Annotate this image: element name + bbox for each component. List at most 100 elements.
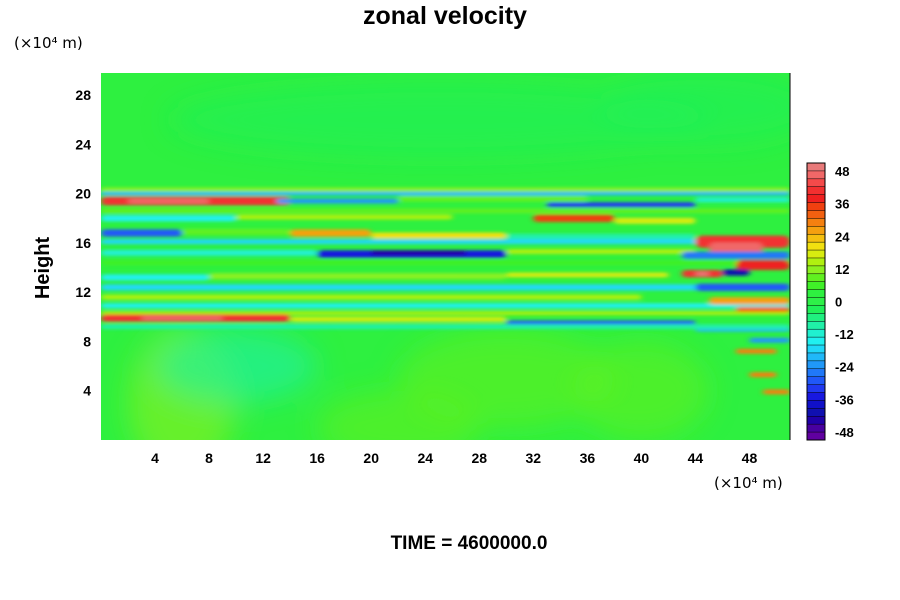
velocity-band [101,324,790,330]
colorbar-tick-label: 12 [835,262,849,277]
y-tick-label: 12 [75,284,91,300]
velocity-band [735,260,790,271]
colorbar-swatch [807,313,825,322]
y-tick-label: 24 [75,136,91,152]
x-tick-label: 4 [151,450,159,466]
x-tick-label: 36 [580,450,596,466]
velocity-band [101,215,237,222]
x-tick-label: 8 [205,450,213,466]
velocity-band [101,249,318,256]
velocity-band [762,389,790,395]
colorbar-swatch [807,368,825,377]
x-tick-label: 48 [742,450,758,466]
velocity-band [101,229,183,237]
velocity-band [722,269,750,276]
x-tick-label: 16 [309,450,325,466]
colorbar-swatch [807,281,825,290]
colorbar-swatch [807,424,825,433]
velocity-band [735,306,790,312]
colorbar-tick-label: -36 [835,392,854,407]
colorbar-tick-label: 24 [835,229,850,244]
y-tick-label: 16 [75,235,91,251]
colorbar-swatch [807,305,825,314]
colorbar-tick-label: 0 [835,295,842,310]
colorbar-swatch [807,250,825,259]
time-footer: TIME = 4600000.0 [391,533,548,554]
velocity-band [101,208,790,214]
velocity-band [101,191,790,196]
velocity-band [735,348,777,354]
colorbar-swatch [807,194,825,203]
colorbar-swatch [807,432,825,441]
velocity-band [398,195,588,202]
colorbar-swatch [807,297,825,306]
y-tick-label: 20 [75,186,91,202]
velocity-band [749,337,790,343]
velocity-band [101,274,210,281]
velocity-band [101,187,790,193]
colorbar-swatch [807,337,825,346]
y-tick-label: 8 [83,333,91,349]
velocity-band [371,232,507,239]
chart-title: zonal velocity [363,2,527,30]
velocity-band [695,283,790,291]
velocity-band [546,202,696,208]
colorbar-swatch [807,202,825,211]
y-tick-label: 4 [83,383,91,399]
colorbar-swatch [807,329,825,338]
velocity-band [681,251,790,259]
velocity-band [506,233,696,240]
colorbar-swatch [807,163,825,172]
velocity-band [101,303,790,309]
colorbar-swatch [807,400,825,409]
x-tick-label: 12 [255,450,271,466]
colorbar-tick-label: -24 [835,360,855,375]
colorbar-swatch [807,186,825,195]
velocity-band [128,198,210,204]
x-tick-label: 32 [526,450,542,466]
velocity-band [209,273,507,280]
x-tick-label: 40 [634,450,650,466]
velocity-band [290,316,507,322]
colorbar-swatch [807,408,825,417]
velocity-band [101,311,790,315]
colorbar-tick-label: 48 [835,164,849,179]
colorbar-swatch [807,234,825,243]
velocity-band [101,239,790,245]
velocity-band [101,294,642,300]
velocity-band [695,197,790,203]
velocity-band [695,271,709,276]
colorbar [806,162,826,441]
colorbar-swatch [807,218,825,227]
colorbar-swatch [807,242,825,251]
colorbar-swatch [807,392,825,401]
x-tick-label: 20 [363,450,379,466]
colorbar-swatch [807,273,825,283]
colorbar-swatch [807,257,825,267]
y-axis-label: Height [32,237,54,300]
x-tick-label: 24 [417,450,433,466]
colorbar-swatch [807,384,825,393]
x-tick-label: 28 [471,450,487,466]
colorbar-swatch [807,376,825,385]
colorbar-swatch [807,360,825,370]
velocity-band [614,217,696,224]
velocity-band [101,284,790,291]
colorbar-swatch [807,226,825,235]
velocity-band [506,272,669,278]
colorbar-swatch [807,170,825,180]
velocity-field [101,73,790,440]
velocity-band [708,297,790,305]
colorbar-swatch [807,210,825,219]
colorbar-swatch [807,265,825,275]
colorbar-swatch [807,321,825,330]
velocity-band [101,260,790,266]
x-tick-label: 44 [688,450,704,466]
colorbar-swatch [807,416,825,425]
y-tick-label: 28 [75,87,91,103]
velocity-band [290,229,372,237]
colorbar-swatch [807,352,825,362]
velocity-band [276,198,399,204]
colorbar-tick-label: -12 [835,327,854,342]
